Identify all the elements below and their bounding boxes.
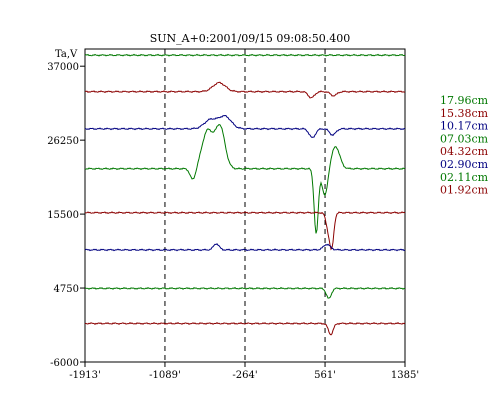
legend-entry-1: 15.38cm xyxy=(440,107,489,120)
series-line-04-32cm xyxy=(84,211,406,251)
series-line-07-03cm xyxy=(84,124,406,234)
x-tick-label-3: 561' xyxy=(314,370,336,381)
chart-title: SUN_A+0:2001/09/15 09:08:50.400 xyxy=(150,32,351,45)
series-line-15-38cm xyxy=(84,81,406,99)
legend-entry-5: 02.90cm xyxy=(440,158,489,171)
x-tick-label-0: -1913' xyxy=(69,370,101,381)
y-tick-label-1: 26250 xyxy=(47,136,79,147)
x-tick-label-4: 1385' xyxy=(391,370,419,381)
y-axis-label: Ta,V xyxy=(55,49,78,60)
x-tick-label-2: -264' xyxy=(232,370,257,381)
legend-entry-6: 02.11cm xyxy=(440,171,489,184)
legend: 17.96cm15.38cm10.17cm07.03cm04.32cm02.90… xyxy=(440,94,489,197)
x-axis: -1913' -1089' -264' 561' 1385' xyxy=(69,362,419,381)
series-line-02-11cm xyxy=(84,286,406,299)
traces xyxy=(84,53,406,336)
series-line-01-92cm xyxy=(84,322,406,336)
x-tick-label-1: -1089' xyxy=(149,370,181,381)
legend-entry-2: 10.17cm xyxy=(440,120,489,133)
y-tick-label-4: -6000 xyxy=(50,358,79,369)
y-tick-label-2: 15500 xyxy=(47,210,79,221)
y-axis: 37000 26250 15500 4750 -6000 xyxy=(47,62,85,369)
y-tick-label-0: 37000 xyxy=(47,62,79,73)
vertical-dashed-lines xyxy=(164,49,326,362)
series-line-02-90cm xyxy=(84,243,406,252)
legend-entry-7: 01.92cm xyxy=(440,184,489,197)
legend-entry-4: 04.32cm xyxy=(440,145,489,158)
series-line-17-96cm xyxy=(84,53,406,57)
legend-entry-0: 17.96cm xyxy=(440,94,489,107)
legend-entry-3: 07.03cm xyxy=(440,132,489,145)
series-line-10-17cm xyxy=(84,114,406,138)
y-tick-label-3: 4750 xyxy=(54,284,79,295)
